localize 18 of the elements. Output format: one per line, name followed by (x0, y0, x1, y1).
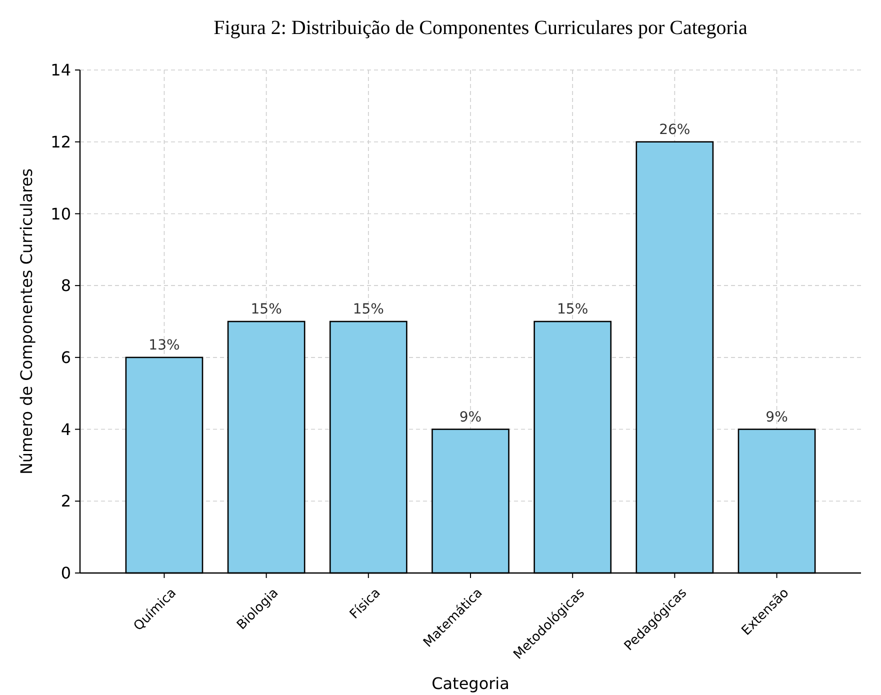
annotation: 15% (250, 302, 282, 318)
y-tick-label: 8 (60, 276, 71, 296)
y-tick-label: 4 (60, 420, 71, 439)
y-tick-label: 10 (50, 204, 71, 224)
y-tick-label: 0 (60, 564, 71, 583)
y-tick-label: 12 (50, 132, 71, 152)
annotation: 15% (557, 302, 588, 318)
y-axis-title: Número de Componentes Curriculares (17, 168, 36, 475)
y-tick-label: 14 (50, 60, 71, 80)
annotation: 9% (459, 409, 482, 426)
annotation: 13% (148, 337, 180, 354)
chart-title: Figura 2: Distribuição de Componentes Curriculares por Categoria (214, 17, 748, 39)
y-tick-label: 2 (60, 492, 71, 511)
y-tick-label: 6 (60, 348, 71, 368)
annotation: 15% (352, 302, 384, 318)
annotation: 26% (659, 122, 690, 138)
x-axis-title: Categoria (432, 674, 510, 693)
annotation: 9% (766, 409, 788, 426)
